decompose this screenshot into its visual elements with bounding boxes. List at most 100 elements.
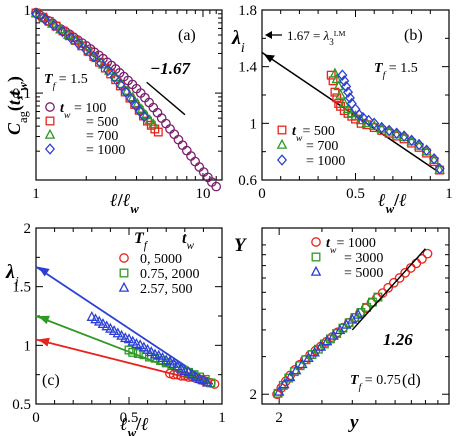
data-point <box>183 366 194 377</box>
data-point <box>48 19 59 32</box>
data-point <box>97 318 109 329</box>
data-point <box>153 127 163 137</box>
data-point <box>133 349 143 358</box>
data-point <box>172 360 183 371</box>
annotation: Tf = 1.5 <box>374 61 418 81</box>
plot-frame <box>35 9 223 181</box>
data-point <box>108 325 120 336</box>
y-axis-label: λi <box>231 27 245 56</box>
data-point <box>109 71 120 84</box>
legend-header-tw: tw <box>182 230 194 252</box>
data-point <box>121 84 133 95</box>
data-point <box>95 57 107 70</box>
data-point <box>164 355 176 366</box>
y-tick-label: 1.4 <box>238 60 257 76</box>
annotation: Tf = 0.75 <box>350 373 401 393</box>
data-point <box>101 320 112 331</box>
data-point <box>175 362 187 373</box>
x-axis-label: ℓw/ℓ <box>378 190 407 216</box>
legend-label: = 1000 <box>306 154 345 169</box>
data-point <box>140 109 152 120</box>
data-point <box>186 368 198 379</box>
label-arrow-head <box>265 31 272 39</box>
legend-label: tw= 1000 <box>326 236 376 256</box>
data-point <box>44 143 56 155</box>
legend: tw= 1000= 3000= 5000 <box>310 236 383 281</box>
x-tick-label: 0.5 <box>120 410 139 426</box>
y-tick-label: 1.5 <box>12 280 31 296</box>
data-point <box>339 75 350 87</box>
data-point <box>384 124 395 137</box>
data-point <box>400 267 410 278</box>
series-diamond <box>30 8 150 123</box>
data-point <box>352 308 364 319</box>
data-point <box>350 110 361 121</box>
series-triangle <box>329 67 445 174</box>
legend-label: = 1000 <box>86 143 125 158</box>
data-point <box>128 347 138 357</box>
data-point <box>139 110 150 123</box>
legend-label: tw= 500 <box>292 124 335 144</box>
data-point <box>296 358 308 369</box>
data-point <box>399 130 410 142</box>
slope-label: −1.67 <box>150 59 192 78</box>
data-point <box>45 102 55 112</box>
panel-label: (b) <box>404 27 423 44</box>
x-axis-label: ℓ/ℓw <box>110 190 139 216</box>
data-point <box>331 73 343 84</box>
data-point <box>342 86 354 98</box>
plot-frame <box>261 227 450 405</box>
data-point <box>315 340 327 351</box>
data-point <box>303 351 314 362</box>
data-point <box>132 97 143 108</box>
panel-a: 1 10 0.1 1 −1.67 (a) Tf = 1.5 tw = 100= 500= 70… <box>4 3 223 216</box>
data-point <box>81 44 92 56</box>
x-tick-label: 1 <box>32 186 40 202</box>
data-point <box>201 376 213 387</box>
y-tick-label: 1 <box>250 116 258 132</box>
data-point <box>118 281 130 292</box>
arrow-head <box>38 315 50 325</box>
legend-label: = 500 <box>86 115 118 130</box>
series-triangle <box>86 310 213 387</box>
data-point <box>311 252 321 262</box>
data-point <box>414 138 425 151</box>
data-point <box>339 97 350 108</box>
data-point <box>344 92 355 104</box>
data-point <box>142 343 153 354</box>
data-point <box>168 357 179 368</box>
data-point <box>337 69 348 81</box>
y-tick-label: 1 <box>24 338 32 354</box>
data-point <box>406 134 417 147</box>
data-point <box>334 324 346 335</box>
slope-line <box>351 248 426 331</box>
data-point <box>125 93 136 105</box>
data-point <box>389 277 399 288</box>
fit-line <box>35 265 214 385</box>
data-point <box>44 128 56 139</box>
data-point <box>190 156 201 167</box>
legend-label: 2.57, 500 <box>140 282 193 297</box>
data-point <box>279 378 290 389</box>
data-point <box>394 273 405 283</box>
arrow-head <box>264 54 275 63</box>
data-point <box>328 329 339 340</box>
panel-b: 0 0.5 1 0.6 1 1.4 1.8 1.67 = λ3LM (b) Tf = 1.5 tw=… <box>231 3 453 216</box>
data-point <box>55 23 66 34</box>
data-point <box>211 181 222 192</box>
data-point <box>309 346 320 357</box>
data-point <box>276 154 288 166</box>
data-point <box>116 329 127 340</box>
x-tick-label: 2 <box>275 410 283 426</box>
y-axis-label: λi <box>5 261 19 290</box>
data-point <box>45 116 55 126</box>
data-point <box>123 333 135 344</box>
data-point <box>311 237 321 247</box>
y-axis-label: Cag(t,tw) <box>4 76 30 135</box>
x-tick-label: 0 <box>258 186 266 202</box>
data-point <box>361 117 372 128</box>
legend-label: = 5000 <box>344 266 383 281</box>
y-tick-label: 2 <box>250 387 258 403</box>
data-point <box>273 385 285 396</box>
panel-label: (d) <box>402 372 421 389</box>
